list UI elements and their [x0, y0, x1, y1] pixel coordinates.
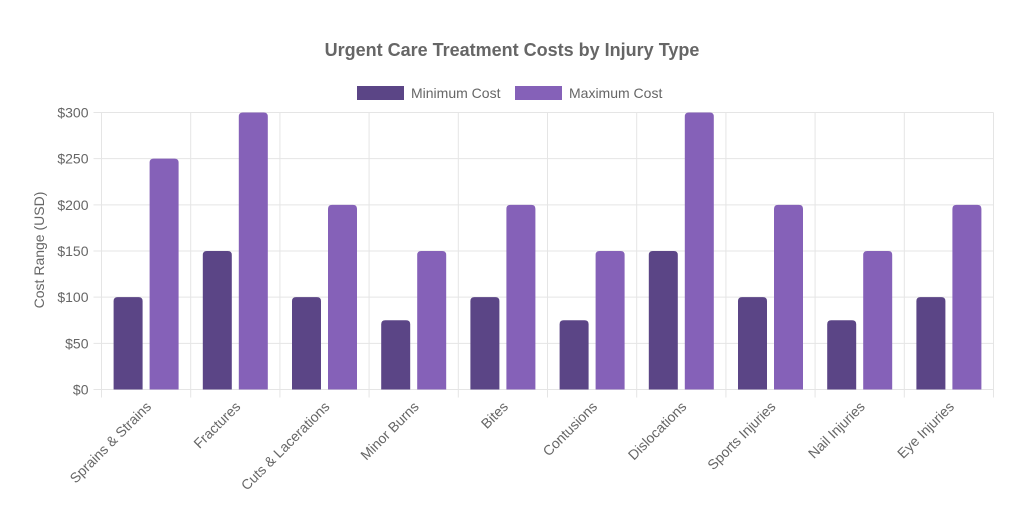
bar-maximum-cost[interactable]: [952, 204, 982, 390]
bar-minimum-cost[interactable]: [113, 297, 143, 390]
legend-swatch[interactable]: [515, 86, 562, 100]
bar-maximum-cost[interactable]: [684, 112, 714, 390]
x-tick-label: Bites: [478, 398, 511, 431]
bars: [113, 112, 982, 390]
x-tick-label: Fractures: [190, 398, 243, 451]
bar-maximum-cost[interactable]: [506, 204, 536, 390]
legend-swatch[interactable]: [357, 86, 404, 100]
y-axis-ticks: $0 $50 $100 $150 $200 $250 $300: [57, 105, 88, 398]
y-tick-label: $200: [57, 197, 88, 213]
legend-label[interactable]: Maximum Cost: [569, 85, 662, 101]
bar-maximum-cost[interactable]: [417, 251, 447, 390]
y-tick-label: $300: [57, 105, 88, 121]
x-tick-label: Contusions: [539, 398, 600, 459]
bar-maximum-cost[interactable]: [774, 204, 803, 390]
bar-maximum-cost[interactable]: [238, 112, 268, 390]
x-tick-label: Cuts & Lacerations: [238, 398, 333, 493]
x-tick-label: Sports Injuries: [704, 398, 779, 473]
bar-minimum-cost[interactable]: [292, 297, 321, 390]
x-tick-label: Minor Burns: [357, 398, 422, 463]
x-tick-label: Dislocations: [625, 398, 690, 463]
bar-minimum-cost[interactable]: [827, 320, 857, 390]
bar-minimum-cost[interactable]: [559, 320, 589, 390]
y-tick-label: $250: [57, 151, 88, 167]
legend-label[interactable]: Minimum Cost: [411, 85, 501, 101]
x-tick-label: Eye Injuries: [894, 398, 957, 461]
y-tick-label: $150: [57, 243, 88, 259]
legend: Minimum Cost Maximum Cost: [357, 85, 662, 101]
bar-minimum-cost[interactable]: [470, 297, 500, 390]
bar-maximum-cost[interactable]: [595, 251, 625, 390]
bar-minimum-cost[interactable]: [381, 320, 411, 390]
bar-minimum-cost[interactable]: [738, 297, 767, 390]
bar-minimum-cost[interactable]: [916, 297, 946, 390]
bar-minimum-cost[interactable]: [202, 251, 232, 390]
y-tick-label: $50: [65, 335, 89, 351]
y-tick-label: $0: [73, 382, 89, 398]
y-tick-label: $100: [57, 289, 88, 305]
bar-maximum-cost[interactable]: [149, 158, 179, 390]
y-axis-title: Cost Range (USD): [31, 192, 47, 309]
x-tick-label: Nail Injuries: [805, 398, 868, 461]
bar-maximum-cost[interactable]: [863, 251, 893, 390]
bar-maximum-cost[interactable]: [328, 204, 357, 390]
x-tick-label: Sprains & Strains: [66, 398, 154, 486]
bar-minimum-cost[interactable]: [648, 251, 678, 390]
chart-title: Urgent Care Treatment Costs by Injury Ty…: [325, 40, 700, 60]
